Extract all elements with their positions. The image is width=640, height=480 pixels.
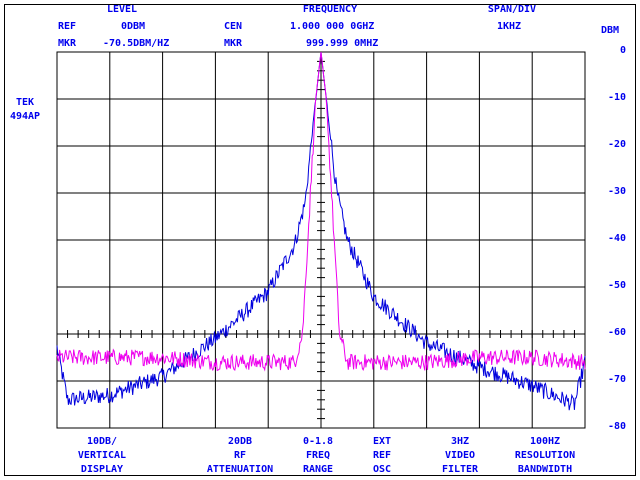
setting-v: 20DB [227,436,253,447]
span-title: SPAN/DIV [487,4,537,15]
setting-v: 10DB/ [86,436,118,447]
setting-l1: RESOLUTION [514,450,576,461]
setting-l1: VERTICAL [77,450,127,461]
setting-l1: VIDEO [444,450,476,461]
setting-v: 0-1.8 [302,436,334,447]
setting-l1: RF [233,450,247,461]
y-tick-label: -10 [607,92,626,103]
setting-l2: OSC [372,464,392,475]
level-title: LEVEL [106,4,138,15]
setting-l2: DISPLAY [80,464,124,475]
mkr-freq-label: MKR [224,38,243,49]
mkr-label: MKR [58,38,77,49]
setting-l1: FREQ [305,450,331,461]
mkr-level: -70.5DBM/HZ [103,38,170,49]
mkr-freq: 999.999 0MHZ [306,38,379,49]
span-value: 1KHZ [497,21,522,32]
y-axis-unit: DBM [601,25,620,36]
screen-border [4,4,636,476]
setting-v: 3HZ [450,436,470,447]
frequency-title: FREQUENCY [302,4,358,15]
setting-v: 100HZ [529,436,561,447]
y-tick-label: -50 [607,280,626,291]
setting-l2: ATTENUATION [206,464,274,475]
setting-l1: REF [372,450,392,461]
y-tick-label: -20 [607,139,626,150]
magenta-trace [56,51,586,372]
setting-l2: RANGE [302,464,334,475]
y-tick-label: 0 [619,45,626,56]
ref-label: REF [58,21,77,32]
setting-v: EXT [372,436,392,447]
instrument-model: 494AP [9,111,41,122]
instrument-name: TEK [15,97,35,108]
ref-value: 0DBM [121,21,146,32]
y-tick-label: -80 [607,421,626,432]
setting-l2: FILTER [441,464,479,475]
y-tick-label: -60 [607,327,626,338]
y-tick-label: -40 [607,233,626,244]
setting-l2: BANDWIDTH [517,464,573,475]
cen-label: CEN [224,21,243,32]
y-tick-label: -70 [607,374,626,385]
y-tick-label: -30 [607,186,626,197]
cen-value: 1.000 000 0GHZ [290,21,375,32]
